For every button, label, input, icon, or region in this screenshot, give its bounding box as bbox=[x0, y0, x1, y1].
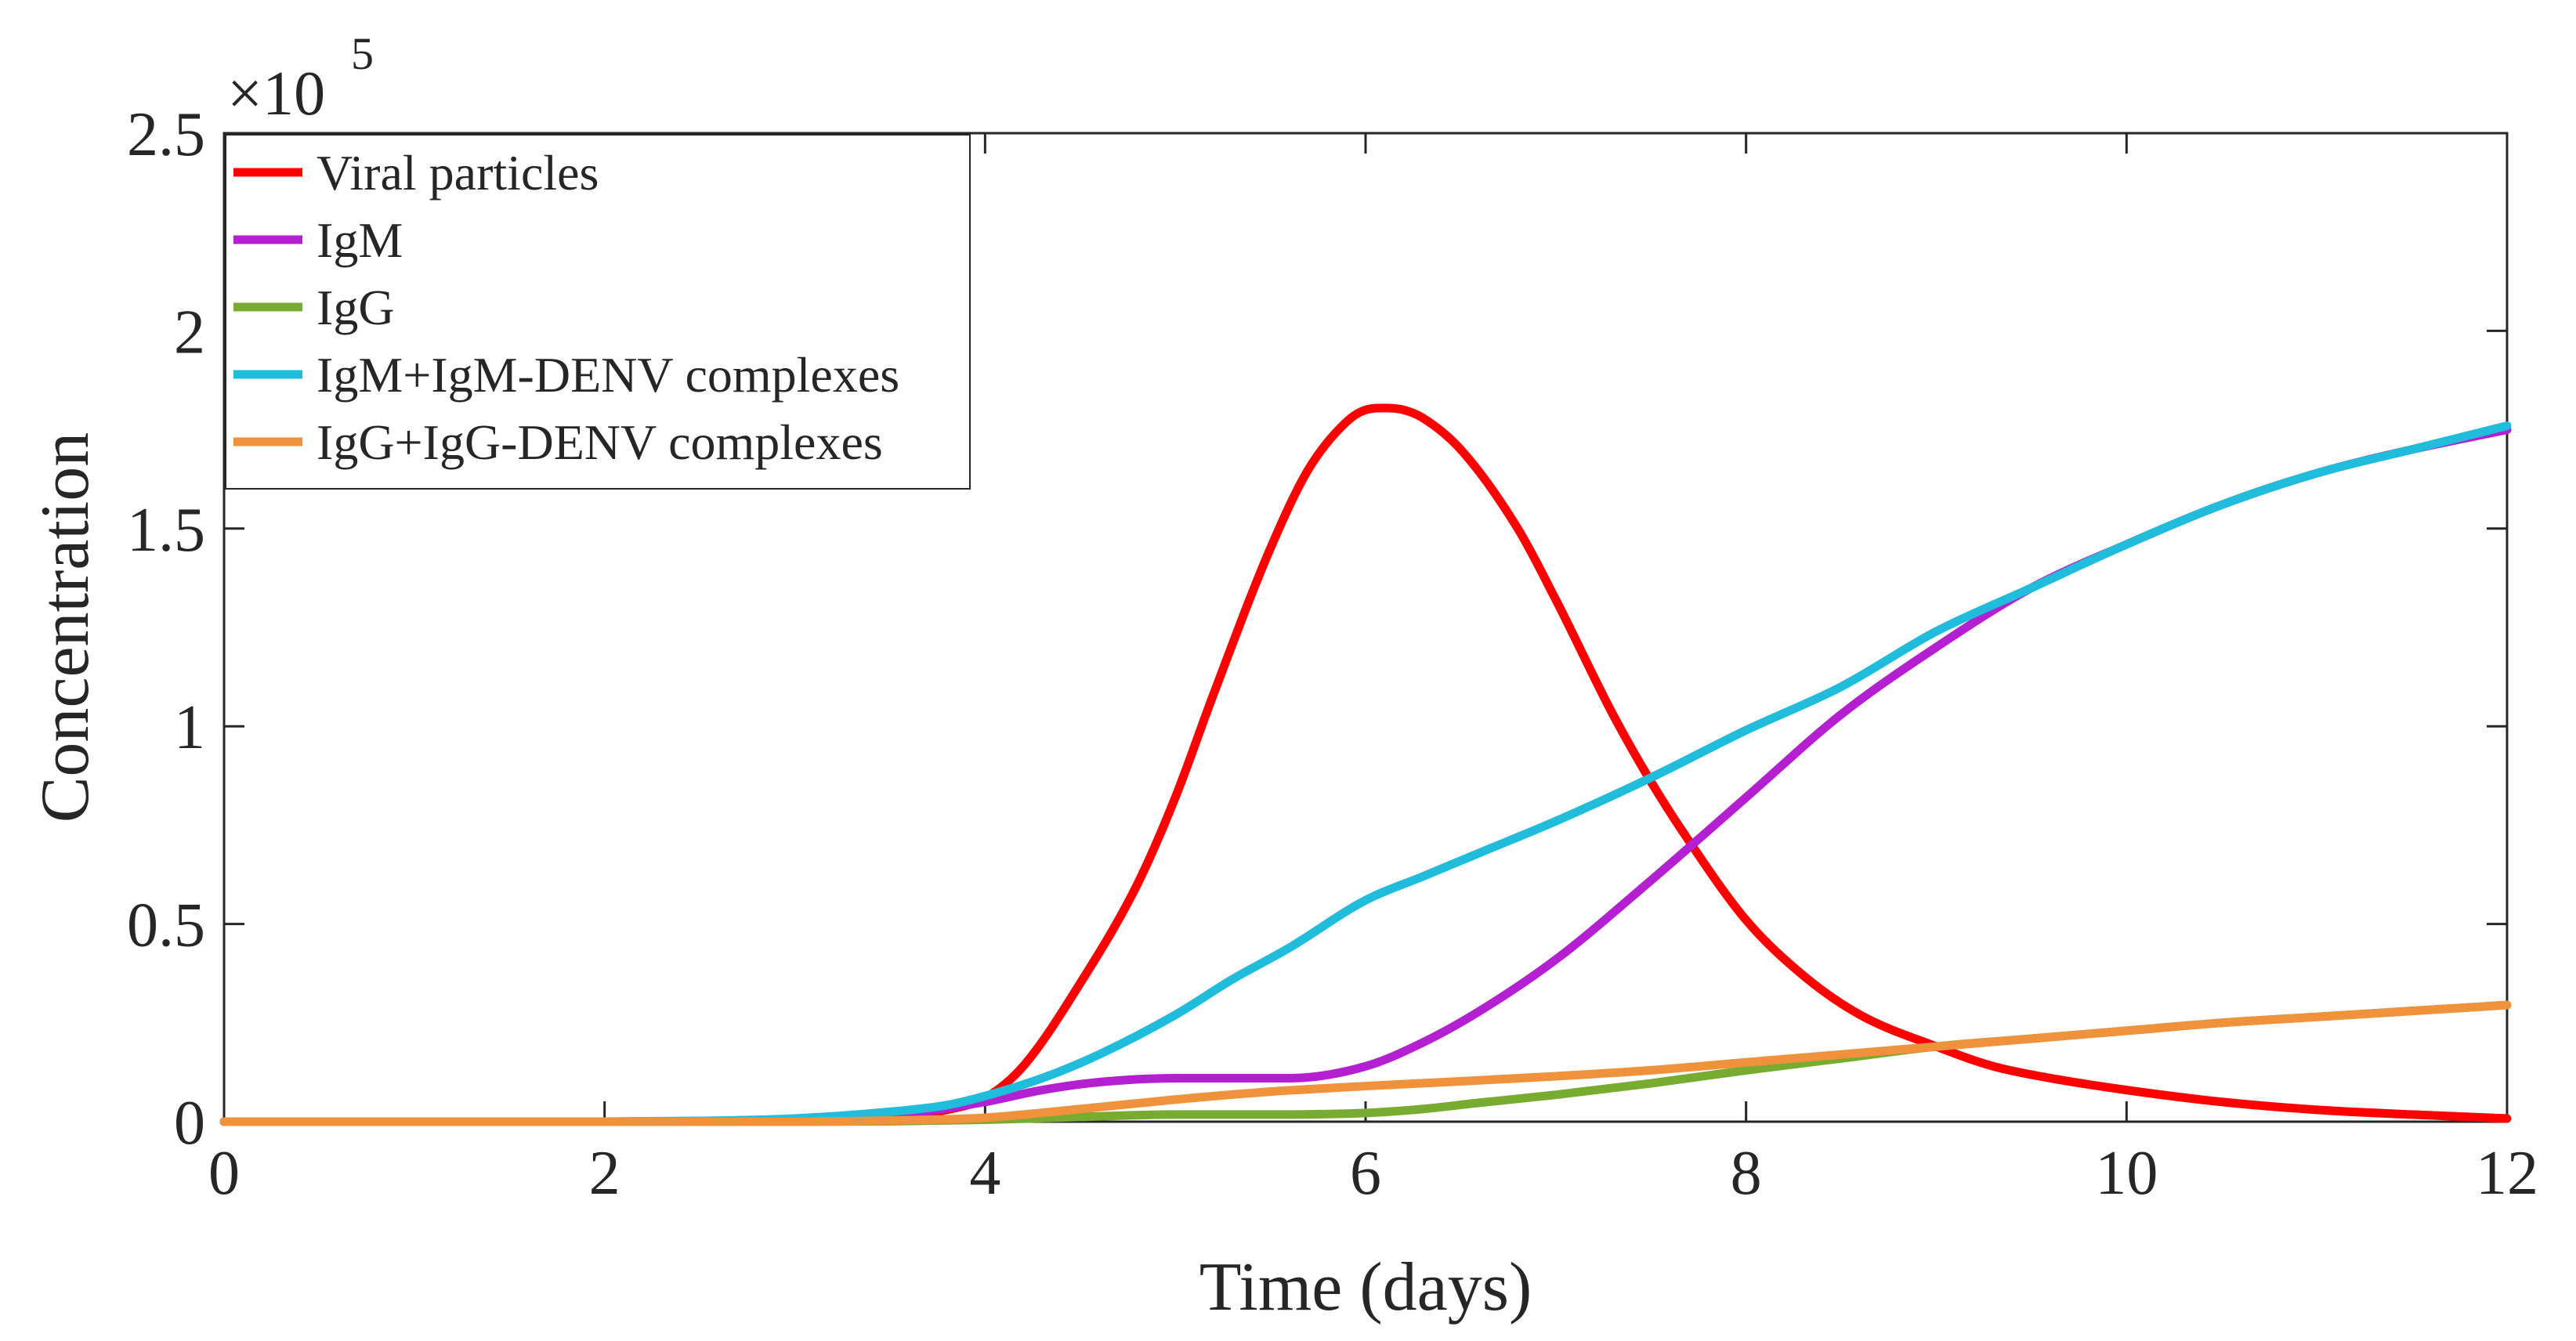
y-tick-label: 1 bbox=[174, 693, 205, 762]
y-axis-exponent-base: ×10 bbox=[227, 60, 325, 128]
legend-item-igg: IgG bbox=[233, 280, 395, 335]
x-tick-label: 2 bbox=[589, 1139, 620, 1208]
legend-item-igm-complexes: IgM+IgM-DENV complexes bbox=[233, 347, 899, 403]
x-tick-label: 12 bbox=[2476, 1139, 2538, 1208]
legend-label-igg: IgG bbox=[317, 280, 395, 335]
x-tick-label: 4 bbox=[969, 1139, 1000, 1208]
x-axis-label: Time (days) bbox=[1199, 1249, 1532, 1325]
y-tick-label: 0.5 bbox=[127, 891, 205, 960]
y-axis-label: Concentration bbox=[27, 432, 103, 823]
legend-label-igg-complexes: IgG+IgG-DENV complexes bbox=[317, 414, 883, 470]
x-tick-label: 10 bbox=[2095, 1139, 2158, 1208]
x-tick-label: 8 bbox=[1731, 1139, 1762, 1208]
x-tick-label: 6 bbox=[1350, 1139, 1381, 1208]
legend: Viral particles IgM IgG IgM+IgM-DENV com… bbox=[225, 134, 971, 490]
y-tick-label: 2.5 bbox=[127, 100, 205, 169]
series-lines bbox=[219, 403, 2512, 1126]
legend-item-igg-complexes: IgG+IgG-DENV complexes bbox=[233, 414, 883, 470]
legend-item-igm: IgM bbox=[233, 212, 403, 268]
y-tick-label: 1.5 bbox=[127, 496, 205, 565]
legend-label-igm-complexes: IgM+IgM-DENV complexes bbox=[317, 347, 899, 403]
legend-label-igm: IgM bbox=[317, 212, 403, 268]
y-tick-label: 2 bbox=[174, 298, 205, 367]
series-line-igg-complexes bbox=[219, 1000, 2512, 1126]
x-tick-label: 0 bbox=[208, 1139, 240, 1208]
y-axis-exponent-power: 5 bbox=[351, 28, 374, 79]
legend-box bbox=[225, 134, 971, 490]
legend-label-viral-particles: Viral particles bbox=[317, 145, 599, 201]
y-tick-label: 0 bbox=[174, 1089, 205, 1158]
legend-item-viral-particles: Viral particles bbox=[233, 145, 599, 201]
